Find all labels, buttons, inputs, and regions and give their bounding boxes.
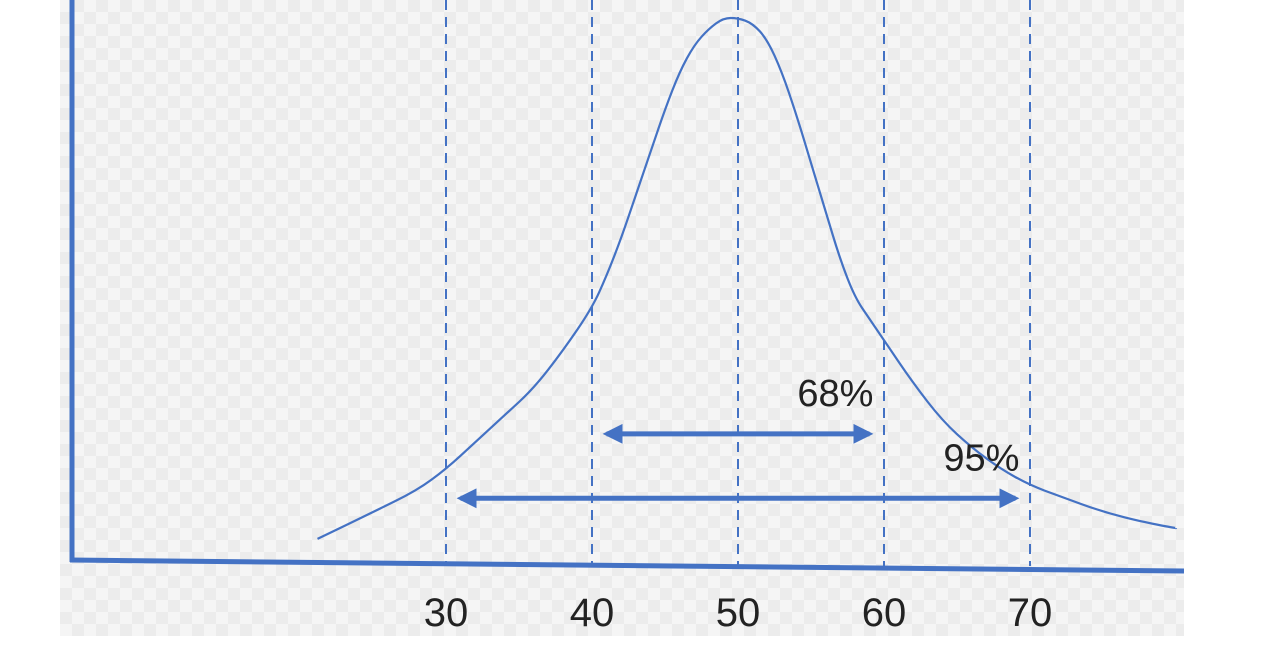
bell-curve-chart: 68% 95% 30 40 50 60 70 bbox=[69, 0, 1184, 635]
bell-curve-line bbox=[317, 16, 1178, 540]
x-tick-label-60: 60 bbox=[862, 591, 907, 635]
interval-label-0: 68% bbox=[797, 373, 873, 415]
interval-label-1: 95% bbox=[943, 437, 1019, 479]
x-tick-label-50: 50 bbox=[716, 591, 761, 635]
chart-area: 68% 95% 30 40 50 60 70 bbox=[60, 0, 1184, 636]
x-tick-label-70: 70 bbox=[1008, 591, 1053, 635]
x-tick-label-30: 30 bbox=[424, 591, 469, 635]
x-axis bbox=[69, 557, 1184, 574]
x-tick-label-40: 40 bbox=[570, 591, 615, 635]
